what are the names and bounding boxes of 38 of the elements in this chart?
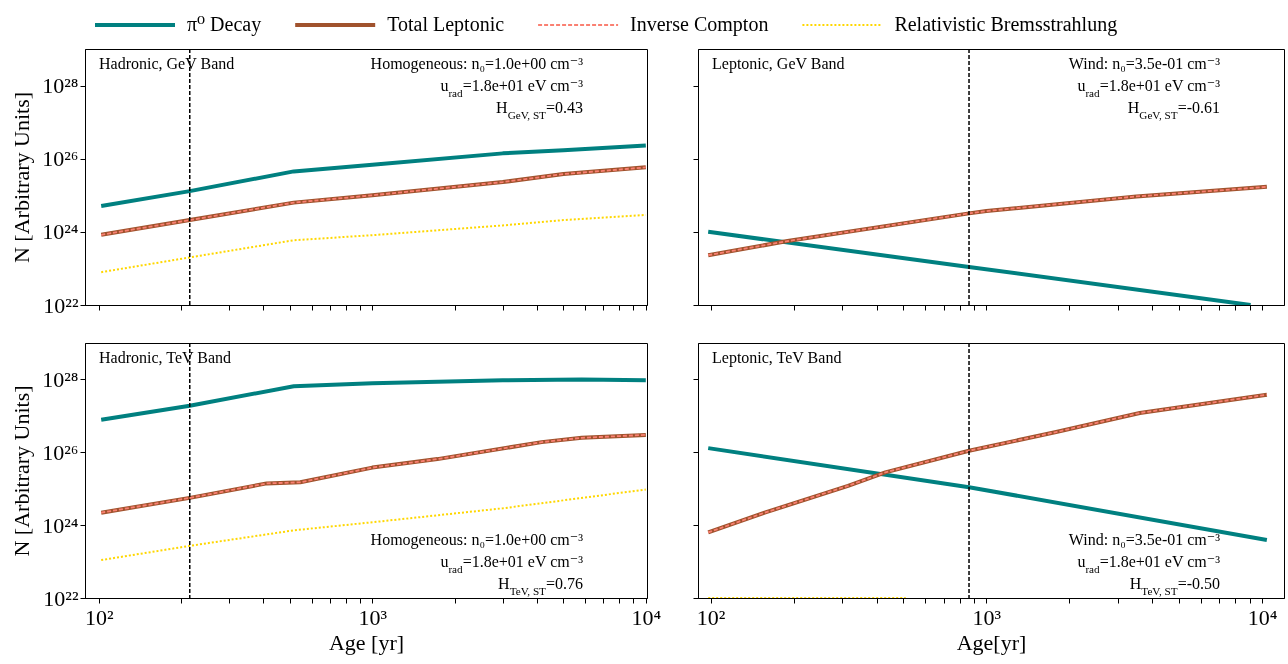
annotation: u$_{rad}$=1.8e+01 eV cm⁻³ [440, 77, 584, 99]
y-tick-label: 10²⁴ [42, 512, 79, 538]
y-tick-label: 10²⁸ [42, 73, 79, 99]
x-axis-title: Age [yr] [328, 629, 405, 655]
y-axis-title: N [Arbitrary Units] [9, 385, 35, 557]
annotation: H$_{GeV, ST}$=0.43 [496, 99, 583, 121]
annotation: u$_{rad}$=1.8e+01 eV cm⁻³ [1077, 77, 1221, 99]
annotation: Homogeneous: n₀=1.0e+00 cm⁻³ [370, 531, 584, 549]
y-axis-title: N [Arbitrary Units] [9, 91, 35, 264]
y-tick-label: 10²⁶ [42, 439, 79, 465]
chart-title: Hadronic, TeV Band [99, 349, 232, 366]
y-tick-label: 10²² [43, 585, 79, 611]
chart-title: Hadronic, GeV Band [99, 55, 235, 72]
annotation: u$_{rad}$=1.8e+01 eV cm⁻³ [440, 553, 584, 575]
annotation: H$_{TeV, ST}$=-0.50 [1129, 575, 1220, 597]
annotation: Wind: n₀=3.5e-01 cm⁻³ [1068, 531, 1221, 548]
x-tick-label: 10³ [358, 604, 388, 630]
y-tick-label: 10²⁸ [42, 366, 79, 392]
x-tick-label: 10⁴ [631, 604, 662, 630]
legend-label: Total Leptonic [387, 13, 505, 36]
annotation: u$_{rad}$=1.8e+01 eV cm⁻³ [1077, 553, 1221, 575]
x-tick-label: 10³ [972, 604, 1002, 630]
y-tick-label: 10²² [43, 292, 79, 318]
x-axis-title: Age[yr] [956, 629, 1027, 655]
chart-title: Leptonic, GeV Band [712, 55, 845, 73]
annotation: Homogeneous: n₀=1.0e+00 cm⁻³ [370, 55, 584, 73]
legend-label: π⁰ Decay [187, 13, 262, 36]
y-tick-label: 10²⁶ [42, 146, 79, 172]
annotation: H$_{TeV, ST}$=0.76 [498, 575, 583, 597]
x-tick-label: 10² [696, 604, 726, 630]
legend-label: Inverse Compton [630, 13, 769, 36]
x-tick-label: 10⁴ [1247, 604, 1278, 630]
legend-label: Relativistic Bremsstrahlung [894, 13, 1118, 36]
x-tick-label: 10² [85, 604, 115, 630]
y-tick-label: 10²⁴ [42, 219, 79, 245]
annotation: Wind: n₀=3.5e-01 cm⁻³ [1068, 55, 1221, 72]
chart-title: Leptonic, TeV Band [712, 349, 842, 367]
annotation: H$_{GeV, ST}$=-0.61 [1127, 99, 1220, 121]
